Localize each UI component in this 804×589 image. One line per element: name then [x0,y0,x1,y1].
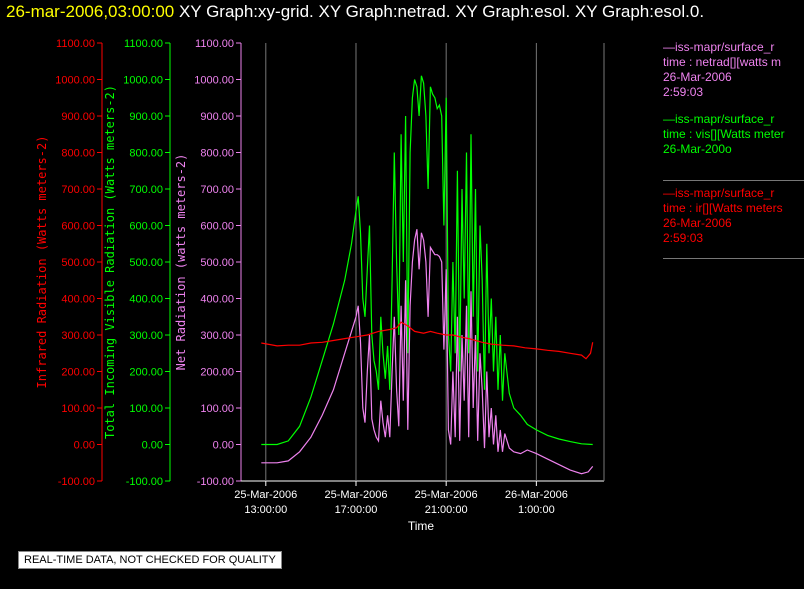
ir-axis-tick-label: 400.00 [61,294,95,306]
netrad-axis-tick-label: 400.00 [200,294,234,306]
legend-netrad-date: 26-Mar-2006 [663,70,732,84]
x-axis-ticks: 25-Mar-2006 13:00:00 25-Mar-2006 17:00:00 25… [234,481,568,516]
legend-ir-time: 2:59:03 [663,231,704,245]
legend-vis-date: 26-Mar-200o [663,142,732,156]
ir-axis-title: Infrared Radiation (Watts meters-2) [35,136,49,389]
netrad-axis-tick-label: 500.00 [200,257,234,269]
vis-axis-tick-label: 200.00 [129,367,163,379]
vis-axis-tick-label: -100.00 [126,476,163,488]
ir-axis-tick-label: 700.00 [61,184,95,196]
quality-notice: REAL-TIME DATA, NOT CHECKED FOR QUALITY [18,551,282,569]
netrad-axis-tick-label: 600.00 [200,221,234,233]
legend-ir-date: 26-Mar-2006 [663,216,732,230]
netrad-axis-tick-label: -100.00 [197,476,234,488]
vis-axis-tick-label: 300.00 [129,330,163,342]
netrad-axis-tick-label: 200.00 [200,367,234,379]
ir-axis-tick-label: 800.00 [61,148,95,160]
vis-axis-title: Total Incoming Visible Radiation (Watts … [103,85,117,439]
legend-ir-desc: time : ir[][Watts meters [663,201,783,215]
x-axis-title: Time [408,519,435,533]
series-line-netrad [261,229,594,475]
netrad-axis-tick-label: 1000.00 [194,75,234,87]
legend-divider [663,258,804,259]
legend-vis-desc: time : vis[][Watts meter [663,127,785,141]
ir-axis-tick-label: 100.00 [61,403,95,415]
axes-layer: -100.00 0.00 100.00 200.00 300.00 400.00 500.0… [35,38,604,488]
ir-axis-tick-label: 900.00 [61,111,95,123]
title-bar: 26-mar-2006,03:00:00 XY Graph:xy-grid. X… [6,2,704,22]
vis-axis-tick-label: 1100.00 [124,38,163,50]
x-tick-label-time: 17:00:00 [335,504,378,516]
ir-axis-tick-label: 300.00 [61,330,95,342]
netrad-axis-tick-label: 700.00 [200,184,234,196]
netrad-axis-tick-label: 900.00 [200,111,234,123]
x-tick-label-date: 25-Mar-2006 [234,489,297,501]
legend-vis: —iss-mapr/surface_r time : vis[][Watts m… [663,112,804,157]
ir-axis-tick-label: 1100.00 [56,38,95,50]
ir-axis-tick-label: 200.00 [61,367,95,379]
x-tick-label-date: 26-Mar-2006 [505,489,568,501]
legend-netrad-desc: time : netrad[][watts m [663,55,782,69]
series-line-ir [261,321,594,360]
vis-axis-tick-label: 0.00 [142,440,163,452]
title-graph-list: XY Graph:xy-grid. XY Graph:netrad. XY Gr… [178,2,705,21]
x-tick-label-time: 21:00:00 [425,504,468,516]
vis-axis-tick-label: 700.00 [129,184,163,196]
legend-netrad-name: —iss-mapr/surface_r [663,40,775,54]
ir-axis-tick-label: 600.00 [61,221,95,233]
netrad-axis-tick-label: 0.00 [213,440,234,452]
x-tick-label-date: 25-Mar-2006 [415,489,478,501]
vis-axis-tick-label: 100.00 [129,403,163,415]
series-layer [261,75,594,475]
ir-axis-tick-label: 0.00 [74,440,95,452]
vis-axis-tick-label: 1000.00 [123,75,163,87]
x-tick-label-time: 1:00:00 [518,504,555,516]
legend-netrad: —iss-mapr/surface_r time : netrad[][watt… [663,40,804,100]
ir-axis-tick-label: 500.00 [61,257,95,269]
ir-axis-tick-label: 1000.00 [55,75,95,87]
vis-axis-tick-label: 600.00 [129,221,163,233]
netrad-axis-tick-label: 1100.00 [195,38,234,50]
vis-axis-tick-label: 400.00 [129,294,163,306]
netrad-axis-tick-label: 800.00 [200,148,234,160]
vis-axis-tick-label: 900.00 [129,111,163,123]
x-tick-label-date: 25-Mar-2006 [324,489,387,501]
vis-axis-tick-label: 500.00 [129,257,163,269]
series-line-vis [261,75,593,446]
vertical-gridlines [265,43,605,481]
title-timestamp: 26-mar-2006,03:00:00 [6,2,175,21]
legend-ir: —iss-mapr/surface_r time : ir[][Watts me… [663,186,804,246]
netrad-axis-tick-label: 100.00 [200,403,234,415]
vis-axis-tick-label: 800.00 [129,148,163,160]
legend-vis-name: —iss-mapr/surface_r [663,112,775,126]
netrad-axis-tick-label: 300.00 [200,330,234,342]
legend-divider [663,180,804,181]
legend-ir-name: —iss-mapr/surface_r [663,186,775,200]
ir-axis-tick-label: -100.00 [58,476,95,488]
netrad-axis-title: Net Radiation (watts meters-2) [174,154,188,371]
legend-netrad-time: 2:59:03 [663,85,704,99]
x-tick-label-time: 13:00:00 [244,504,287,516]
